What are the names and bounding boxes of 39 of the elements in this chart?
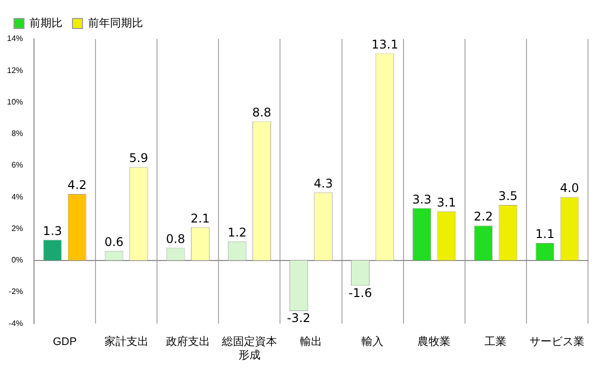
x-tick-label: GDP xyxy=(52,336,77,348)
data-label: 0.6 xyxy=(104,234,124,249)
x-tick-label: 総固定資本形成 xyxy=(220,335,277,362)
y-tick-label: 6% xyxy=(11,160,24,170)
data-label: 3.3 xyxy=(412,192,432,206)
x-tick-label: 輸入 xyxy=(362,335,384,348)
y-tick-label: 14% xyxy=(6,34,24,44)
data-label: 4.2 xyxy=(68,178,87,192)
data-label: 2.2 xyxy=(474,210,493,224)
y-tick-label: 8% xyxy=(11,129,24,138)
x-tick-label: 工業 xyxy=(484,336,507,348)
y-tick-label: -2% xyxy=(8,287,24,296)
y-tick-label: 12% xyxy=(6,66,24,75)
data-label: 5.9 xyxy=(129,151,148,166)
y-tick-label: 0% xyxy=(11,256,24,265)
data-label: 1.1 xyxy=(535,227,554,242)
data-label: 4.3 xyxy=(314,176,333,190)
data-label: 1.3 xyxy=(42,224,62,238)
data-label: 0.8 xyxy=(166,232,186,246)
x-tick-label: 輸出 xyxy=(300,335,322,348)
data-label: 4.0 xyxy=(560,181,580,196)
y-tick-label: 4% xyxy=(11,192,24,202)
legend-label: 前期比 xyxy=(30,16,62,30)
data-label: 13.1 xyxy=(372,37,398,52)
y-tick-label: 10% xyxy=(6,97,24,106)
legend-label: 前年同期比 xyxy=(88,16,143,30)
data-label: 2.1 xyxy=(190,211,210,226)
x-tick-label: 農牧業 xyxy=(418,335,451,348)
x-tick-label: 政府支出 xyxy=(166,335,210,348)
data-label: 3.1 xyxy=(436,195,456,210)
y-tick-label: -4% xyxy=(8,318,24,328)
data-label: 8.8 xyxy=(252,105,272,120)
data-label: 3.5 xyxy=(498,189,518,204)
data-label: -1.6 xyxy=(348,286,372,300)
y-tick-label: 2% xyxy=(11,224,24,233)
data-label: 1.2 xyxy=(228,226,247,240)
data-label: -3.2 xyxy=(286,311,310,326)
x-tick-label: サービス業 xyxy=(530,336,585,348)
x-tick-label: 家計支出 xyxy=(104,335,148,348)
